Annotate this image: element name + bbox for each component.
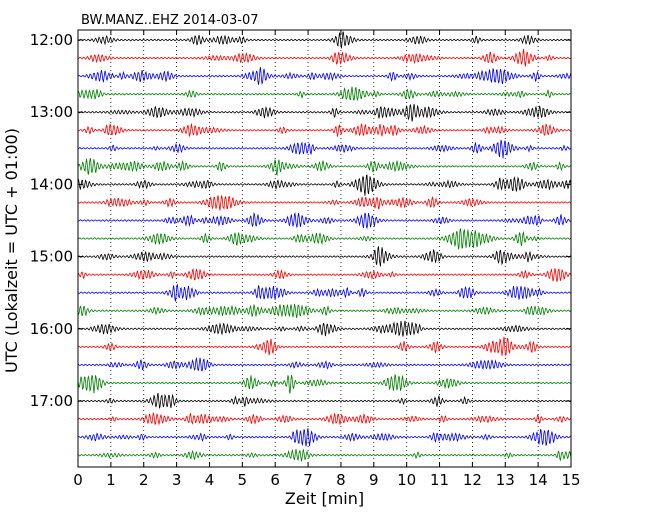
y-tick-label: 14:00	[30, 175, 73, 193]
trace-line-1745	[77, 448, 572, 462]
trace-line-1600	[77, 320, 572, 337]
trace-line-1230	[77, 67, 572, 85]
plot-frame	[77, 29, 572, 468]
x-tick-label: 10	[397, 471, 416, 489]
y-tick-label: 16:00	[30, 320, 73, 338]
x-tick-label: 9	[369, 471, 379, 489]
x-tick-label: 11	[430, 471, 449, 489]
y-tick-label: 17:00	[30, 392, 73, 410]
x-tick-label: 3	[172, 471, 182, 489]
x-tick-label: 0	[73, 471, 83, 489]
x-tick-label: 14	[529, 471, 548, 489]
trace-line-1430	[77, 211, 572, 230]
trace-line-1300	[77, 104, 572, 122]
trace-line-1415	[77, 194, 572, 211]
x-tick-label: 1	[106, 471, 116, 489]
x-tick-label: 4	[205, 471, 215, 489]
trace-line-1515	[77, 267, 572, 282]
trace-line-1645	[77, 373, 572, 394]
trace-line-1615	[77, 336, 572, 356]
x-tick-label: 5	[238, 471, 248, 489]
trace-line-1200	[77, 31, 572, 50]
y-tick-label: 12:00	[30, 31, 73, 49]
chart-title: BW.MANZ..EHZ 2014-03-07	[81, 13, 259, 28]
trace-line-1545	[77, 303, 572, 318]
x-axis-ticks: 0 1 2 3 4 5 6 7 8 9 10 11 12 13 14 15	[73, 30, 581, 489]
x-tick-label: 7	[303, 471, 313, 489]
y-tick-label: 13:00	[30, 103, 73, 121]
x-tick-label: 12	[463, 471, 482, 489]
x-axis-label: Zeit [min]	[285, 489, 364, 508]
x-tick-label: 6	[270, 471, 280, 489]
y-tick-label: 15:00	[30, 248, 73, 266]
seismogram-traces	[77, 31, 572, 462]
trace-line-1215	[77, 48, 572, 67]
x-tick-label: 13	[496, 471, 515, 489]
y-axis-label: UTC (Lokalzeit = UTC + 01:00)	[2, 128, 21, 373]
trace-line-1315	[77, 123, 572, 138]
y-axis-ticks: 12:00 13:00 14:00 15:00 16:00 17:00	[30, 31, 571, 410]
trace-line-1345	[77, 158, 572, 177]
trace-line-1500	[77, 245, 572, 267]
trace-line-1630	[77, 356, 572, 372]
x-tick-label: 8	[336, 471, 346, 489]
vertical-grid-lines	[110, 30, 539, 467]
trace-line-1245	[77, 86, 572, 102]
trace-line-1330	[77, 139, 572, 159]
trace-line-1530	[77, 283, 572, 302]
trace-line-1715	[77, 411, 572, 426]
trace-line-1730	[77, 428, 572, 447]
x-tick-label: 2	[139, 471, 149, 489]
trace-line-1700	[77, 393, 572, 409]
trace-line-1445	[77, 228, 572, 250]
x-tick-label: 15	[561, 471, 580, 489]
trace-line-1400	[77, 174, 572, 196]
